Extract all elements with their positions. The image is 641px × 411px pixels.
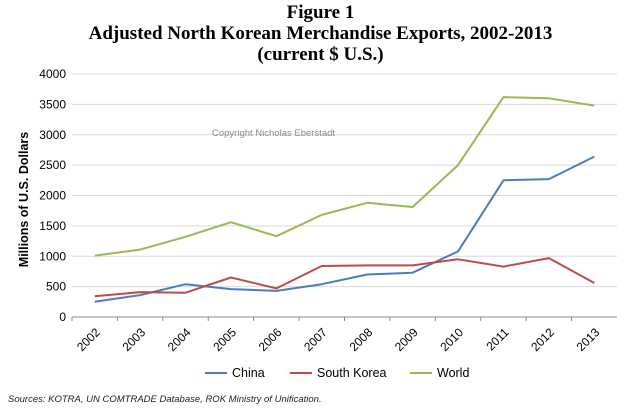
chart-title: Adjusted North Korean Merchandise Export… [88,23,553,44]
y-tick-label: 1000 [39,249,66,263]
watermark: Copyright Nicholas Eberstadt [212,128,335,139]
series-line-south-korea [94,257,595,298]
chart-subtitle: (current $ U.S.) [257,44,384,65]
x-tick-label: 2002 [74,325,103,354]
y-tick-label: 2000 [39,189,66,203]
y-tick-label: 2500 [39,158,66,172]
figure-label: Figure 1 [286,2,355,23]
y-tick-label: 1500 [39,219,66,233]
y-tick-label: 4000 [39,67,66,81]
legend-label: South Korea [317,366,387,380]
series-line-world [94,96,595,257]
y-tick-label: 500 [46,280,66,294]
x-tick-label: 2005 [210,325,239,354]
x-tick-label: 2010 [437,325,466,354]
x-tick-label: 2007 [301,325,330,354]
legend-label: World [437,366,469,380]
y-tick-label: 0 [59,310,66,324]
y-tick-label: 3500 [39,97,66,111]
x-tick-label: 2013 [574,325,603,354]
source-note: Sources: KOTRA, UN COMTRADE Database, RO… [8,394,322,405]
x-tick-label: 2009 [392,325,421,354]
x-tick-label: 2011 [483,325,511,353]
y-axis-label: Millions of U.S. Dollars [17,132,31,267]
series-line-china [94,155,595,303]
y-tick-label: 3000 [39,128,66,142]
legend-label: China [232,366,265,380]
x-tick-label: 2003 [119,325,148,354]
x-tick-label: 2012 [528,325,557,354]
x-tick-label: 2004 [165,325,194,354]
x-tick-label: 2008 [347,325,376,354]
x-tick-label: 2006 [256,325,285,354]
